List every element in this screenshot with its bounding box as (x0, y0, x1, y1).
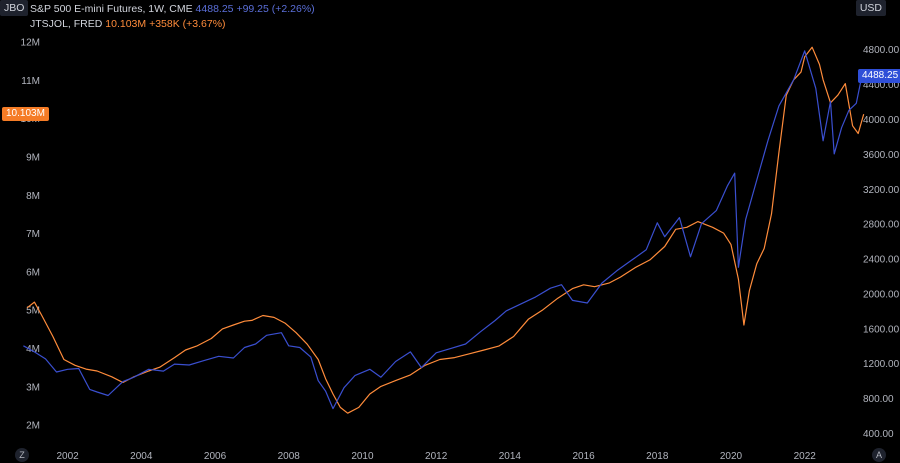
zoom-button[interactable]: Z (15, 448, 29, 462)
right-axis-tick: 4400.00 (863, 80, 900, 91)
right-scale-label[interactable]: USD (855, 0, 886, 16)
legend-sp500-change: +99.25 (+2.26%) (236, 3, 315, 15)
right-axis-tick: 400.00 (863, 429, 894, 440)
right-axis-tick: 2400.00 (863, 255, 900, 266)
left-axis-tick: 9M (26, 152, 40, 163)
left-axis-tick: 7M (26, 229, 40, 240)
left-axis-tick: 3M (26, 382, 40, 393)
right-axis-tick: 3200.00 (863, 185, 900, 196)
x-axis-tick: 2020 (720, 451, 743, 462)
sp500-last-price-tag: 4488.25 (858, 69, 900, 84)
legend-jtsjol-change: +358K (+3.67%) (149, 18, 226, 30)
legend-sp500-name: S&P 500 E-mini Futures, 1W, CME (30, 3, 193, 15)
right-axis-tick: 3600.00 (863, 150, 900, 161)
left-axis-tick: 4M (26, 344, 40, 355)
left-axis-tick: 6M (26, 267, 40, 278)
left-axis-tick: 12M (21, 37, 40, 48)
right-axis-tick: 1600.00 (863, 324, 900, 335)
legend-sp500[interactable]: S&P 500 E-mini Futures, 1W, CME 4488.25 … (30, 3, 315, 15)
right-axis-tick: 2000.00 (863, 289, 900, 300)
left-axis: 12M11M10M9M8M7M6M5M4M3M2M (21, 37, 40, 431)
jtsjol-last-value-tag: 10.103M (2, 107, 49, 122)
x-axis-tick: 2014 (499, 451, 522, 462)
x-axis-tick: 2004 (130, 451, 153, 462)
left-axis-tick: 8M (26, 191, 40, 202)
right-axis-tick: 2800.00 (863, 220, 900, 231)
auto-scale-button[interactable]: A (872, 448, 886, 462)
right-axis: 4800.00 4400.00 4000.00 3600.00 3200.00 2800.… (863, 45, 900, 440)
legend-jtsjol-value: 10.103M (105, 18, 147, 30)
legend-sp500-value: 4488.25 (195, 3, 234, 15)
legend-jtsjol-name: JTSJOL, FRED (30, 18, 103, 30)
left-axis-tick: 11M (21, 76, 40, 87)
jtsjol-line (26, 46, 865, 414)
left-scale-label[interactable]: JBO (0, 0, 29, 16)
x-axis-tick: 2010 (351, 451, 374, 462)
x-axis: 2002 2004 2006 2008 2010 2012 2014 2016 2018 2020… (56, 451, 816, 462)
x-axis-tick: 2018 (646, 451, 669, 462)
x-axis-tick: 2016 (572, 451, 595, 462)
right-axis-tick: 800.00 (863, 394, 894, 405)
right-axis-tick: 4800.00 (863, 45, 900, 56)
x-axis-tick: 2008 (278, 451, 301, 462)
right-axis-tick: 1200.00 (863, 359, 900, 370)
x-axis-tick: 2022 (794, 451, 817, 462)
sp500-line (23, 50, 863, 410)
left-axis-tick: 2M (26, 421, 40, 432)
x-axis-tick: 2002 (56, 451, 79, 462)
legend-jtsjol[interactable]: JTSJOL, FRED 10.103M +358K (+3.67%) (30, 18, 226, 30)
x-axis-tick: 2012 (425, 451, 448, 462)
left-axis-tick: 5M (26, 306, 40, 317)
right-axis-tick: 4000.00 (863, 115, 900, 126)
plot-lines (23, 46, 865, 414)
x-axis-tick: 2006 (204, 451, 227, 462)
